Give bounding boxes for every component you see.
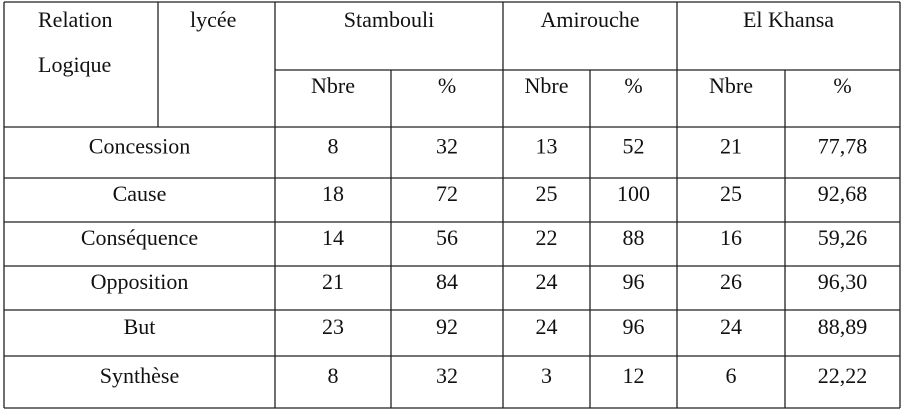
table-cell: 88 — [623, 225, 645, 250]
table-borders — [3, 1, 901, 409]
row-label: Cause — [113, 181, 167, 206]
header-cell: Relation — [38, 7, 113, 32]
row-label: Opposition — [91, 269, 189, 294]
table-cell: 3 — [541, 363, 552, 388]
table-cell: 100 — [617, 181, 650, 206]
table-cell: 21 — [322, 269, 344, 294]
table-cell: 56 — [436, 225, 458, 250]
table-cell: 24 — [536, 269, 558, 294]
table-cell: 21 — [720, 134, 742, 159]
table-cell: 14 — [322, 225, 344, 250]
table-cell: 92 — [436, 314, 458, 339]
table-cell: 16 — [720, 225, 742, 250]
table-cell: 84 — [436, 269, 458, 294]
table-cell: 52 — [623, 134, 645, 159]
table-cell: 6 — [726, 363, 737, 388]
row-label: Conséquence — [81, 225, 198, 250]
table-cell: 25 — [720, 181, 742, 206]
sub-header: % — [438, 73, 456, 98]
group-header: El Khansa — [743, 7, 834, 32]
table-cell: 22 — [536, 225, 558, 250]
table-cell: 92,68 — [818, 181, 868, 206]
table-cell: 22,22 — [818, 363, 868, 388]
sub-header: % — [624, 73, 642, 98]
table-cell: 88,89 — [818, 314, 868, 339]
group-header: Amirouche — [541, 7, 640, 32]
sub-header: Nbre — [525, 73, 569, 98]
table-cell: 24 — [720, 314, 742, 339]
table-cell: 8 — [328, 363, 339, 388]
sub-header: Nbre — [709, 73, 753, 98]
row-label: But — [124, 314, 156, 339]
table-cell: 13 — [536, 134, 558, 159]
header-cell: lycée — [190, 7, 236, 32]
group-header: Stambouli — [344, 7, 434, 32]
table-cell: 18 — [322, 181, 344, 206]
table-cell: 96 — [623, 314, 645, 339]
table-cell: 77,78 — [818, 134, 868, 159]
table-cell: 8 — [328, 134, 339, 159]
sub-header: % — [833, 73, 851, 98]
header-cell: Logique — [38, 52, 111, 77]
table-cell: 26 — [720, 269, 742, 294]
table-cell: 23 — [322, 314, 344, 339]
table-cell: 96 — [623, 269, 645, 294]
table-cell: 12 — [623, 363, 645, 388]
table-cell: 25 — [536, 181, 558, 206]
table-cell: 72 — [436, 181, 458, 206]
table-cell: 32 — [436, 134, 458, 159]
sub-header: Nbre — [311, 73, 355, 98]
row-label: Synthèse — [100, 363, 179, 388]
table-cell: 24 — [536, 314, 558, 339]
table-cell: 59,26 — [818, 225, 868, 250]
table-cell: 32 — [436, 363, 458, 388]
table-cell: 96,30 — [818, 269, 868, 294]
row-label: Concession — [89, 134, 190, 159]
